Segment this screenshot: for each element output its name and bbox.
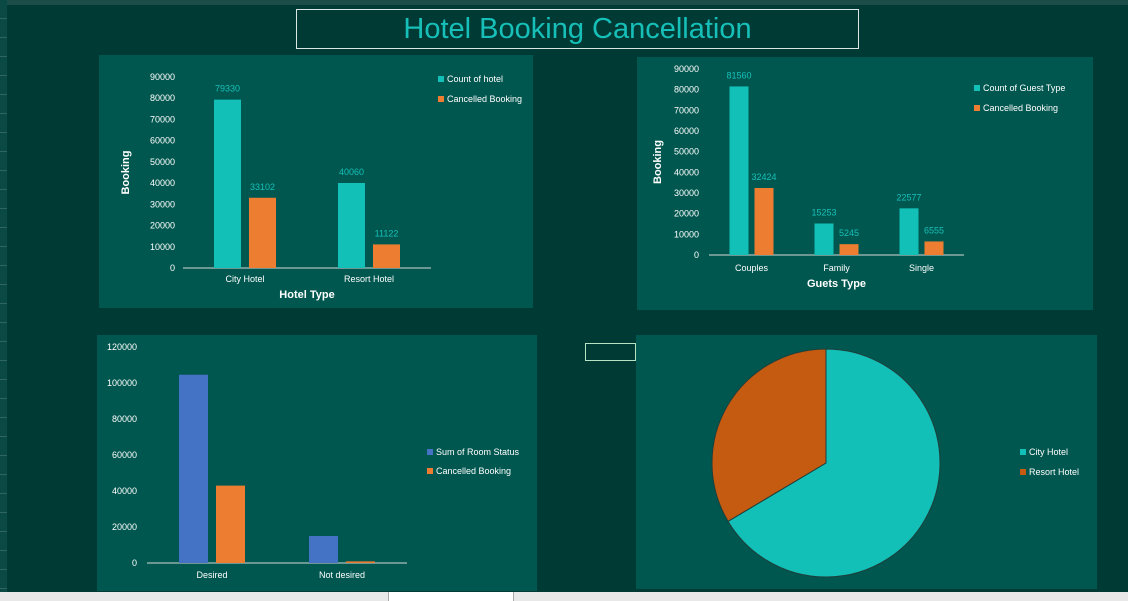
x-axis-title: Hotel Type (279, 289, 334, 301)
y-tick-label: 70000 (150, 114, 175, 124)
y-tick-label: 10000 (674, 229, 699, 239)
x-axis-title: Guets Type (807, 278, 866, 290)
category-label: City Hotel (225, 274, 264, 284)
guest-type-chart-svg: 0 10000 20000 30000 40000 50000 60000 70000 8000… (652, 64, 1065, 290)
row-header-strip (0, 0, 7, 601)
data-label: 40060 (339, 167, 364, 177)
column-header-strip (0, 0, 1128, 5)
y-tick-label: 120000 (107, 342, 137, 352)
bar (346, 561, 375, 563)
y-tick-label: 30000 (674, 188, 699, 198)
y-tick-label: 30000 (150, 199, 175, 209)
legend-swatch (438, 76, 444, 82)
category-label: Single (909, 263, 934, 273)
pie-slice (711, 348, 827, 523)
legend-swatch (974, 105, 980, 111)
y-tick-label: 80000 (112, 414, 137, 424)
bar (338, 182, 365, 268)
bar (249, 197, 276, 268)
y-tick-label: 80000 (150, 93, 175, 103)
sheet-bottom-cell (388, 592, 514, 601)
dashboard-title-box[interactable]: Hotel Booking Cancellation (296, 9, 859, 49)
y-tick-label: 80000 (674, 85, 699, 95)
y-tick-label: 100000 (107, 378, 137, 388)
hotel-type-chart-svg: 0 10000 20000 30000 40000 50000 60000 70000 8000… (120, 72, 522, 301)
legend-swatch (427, 468, 433, 474)
category-label: Resort Hotel (344, 274, 394, 284)
bar (754, 187, 774, 255)
hotel-share-pie-chart[interactable]: City Hotel Resort Hotel (636, 335, 1097, 589)
room-status-chart[interactable]: 0 20000 40000 60000 80000 100000 120000 Desired… (97, 335, 537, 591)
bar (924, 241, 944, 255)
legend-label: Sum of Room Status (436, 447, 520, 457)
data-label: 15253 (811, 207, 836, 217)
hotel-share-pie-svg: City Hotel Resort Hotel (711, 348, 1079, 578)
bar (839, 244, 859, 255)
y-axis-title: Booking (120, 151, 132, 195)
y-tick-label: 20000 (112, 522, 137, 532)
data-label: 81560 (726, 70, 751, 80)
y-tick-label: 10000 (150, 242, 175, 252)
y-tick-label: 50000 (674, 147, 699, 157)
legend-label: Cancelled Booking (447, 94, 522, 104)
sheet-bottom-strip (0, 592, 1128, 601)
data-label: 6555 (924, 225, 944, 235)
bar (899, 208, 919, 255)
y-tick-label: 0 (132, 558, 137, 568)
y-tick-label: 90000 (674, 64, 699, 74)
bar (216, 485, 245, 563)
bar (179, 374, 208, 563)
legend-label: Cancelled Booking (436, 466, 511, 476)
y-tick-label: 0 (694, 250, 699, 260)
legend-label: Count of Guest Type (983, 83, 1065, 93)
legend-label: Resort Hotel (1029, 467, 1079, 477)
legend-swatch (974, 85, 980, 91)
hotel-type-chart[interactable]: 0 10000 20000 30000 40000 50000 60000 70000 8000… (99, 55, 533, 308)
data-label: 22577 (896, 192, 921, 202)
bar (214, 99, 241, 269)
y-tick-label: 60000 (674, 126, 699, 136)
category-label: Family (823, 263, 850, 273)
category-label: Couples (735, 263, 769, 273)
y-tick-label: 40000 (112, 486, 137, 496)
data-label: 33102 (250, 182, 275, 192)
category-label: Desired (196, 570, 227, 580)
data-label: 79330 (215, 84, 240, 94)
room-status-chart-svg: 0 20000 40000 60000 80000 100000 120000 Desired… (107, 342, 520, 580)
pie-slice (727, 348, 941, 578)
data-label: 11122 (375, 228, 399, 238)
data-label: 32424 (751, 172, 776, 182)
y-tick-label: 60000 (150, 136, 175, 146)
y-tick-label: 50000 (150, 157, 175, 167)
bar (814, 223, 834, 255)
category-label: Not desired (319, 570, 365, 580)
bar (309, 536, 338, 563)
y-tick-label: 20000 (674, 209, 699, 219)
legend-label: City Hotel (1029, 447, 1068, 457)
bar (729, 86, 749, 256)
bar (373, 244, 400, 268)
y-tick-label: 60000 (112, 450, 137, 460)
legend-swatch (1020, 469, 1026, 475)
legend-swatch (427, 449, 433, 455)
dashboard-title: Hotel Booking Cancellation (403, 12, 752, 45)
selected-cell[interactable] (585, 343, 636, 361)
y-tick-label: 0 (170, 263, 175, 273)
y-tick-label: 20000 (150, 221, 175, 231)
y-tick-label: 40000 (150, 178, 175, 188)
data-label: 5245 (839, 228, 859, 238)
y-axis-title: Booking (652, 140, 664, 184)
legend-label: Count of hotel (447, 74, 503, 84)
y-tick-label: 40000 (674, 167, 699, 177)
legend-swatch (438, 96, 444, 102)
guest-type-chart[interactable]: 0 10000 20000 30000 40000 50000 60000 70000 8000… (637, 57, 1093, 310)
legend-label: Cancelled Booking (983, 103, 1058, 113)
y-tick-label: 70000 (674, 105, 699, 115)
y-tick-label: 90000 (150, 72, 175, 82)
legend-swatch (1020, 449, 1026, 455)
